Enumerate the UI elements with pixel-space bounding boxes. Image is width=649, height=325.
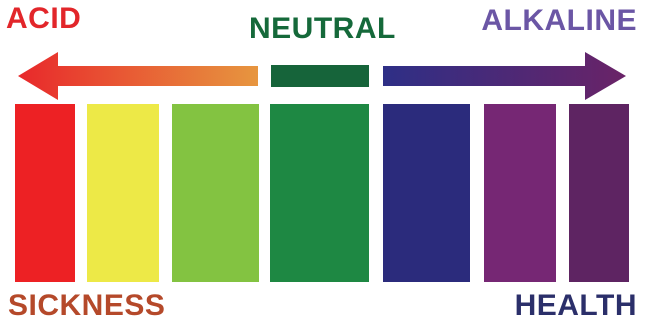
scale-bar-dark-purple [569, 104, 629, 282]
health-label: HEALTH [514, 289, 637, 322]
acid-label: ACID [6, 2, 82, 35]
acid-arrow [18, 52, 258, 100]
alkaline-label: ALKALINE [481, 4, 637, 37]
scale-bar-purple [484, 104, 556, 282]
alkaline-arrow [383, 52, 626, 100]
scale-bar-blue [383, 104, 470, 282]
neutral-label: NEUTRAL [249, 12, 396, 45]
scale-bar-green [270, 104, 369, 282]
neutral-block [271, 65, 369, 87]
scale-bar-light-green [172, 104, 259, 282]
sickness-label: SICKNESS [8, 289, 166, 322]
direction-arrows [18, 52, 626, 100]
scale-bar-yellow [87, 104, 159, 282]
scale-bar-red [15, 104, 75, 282]
